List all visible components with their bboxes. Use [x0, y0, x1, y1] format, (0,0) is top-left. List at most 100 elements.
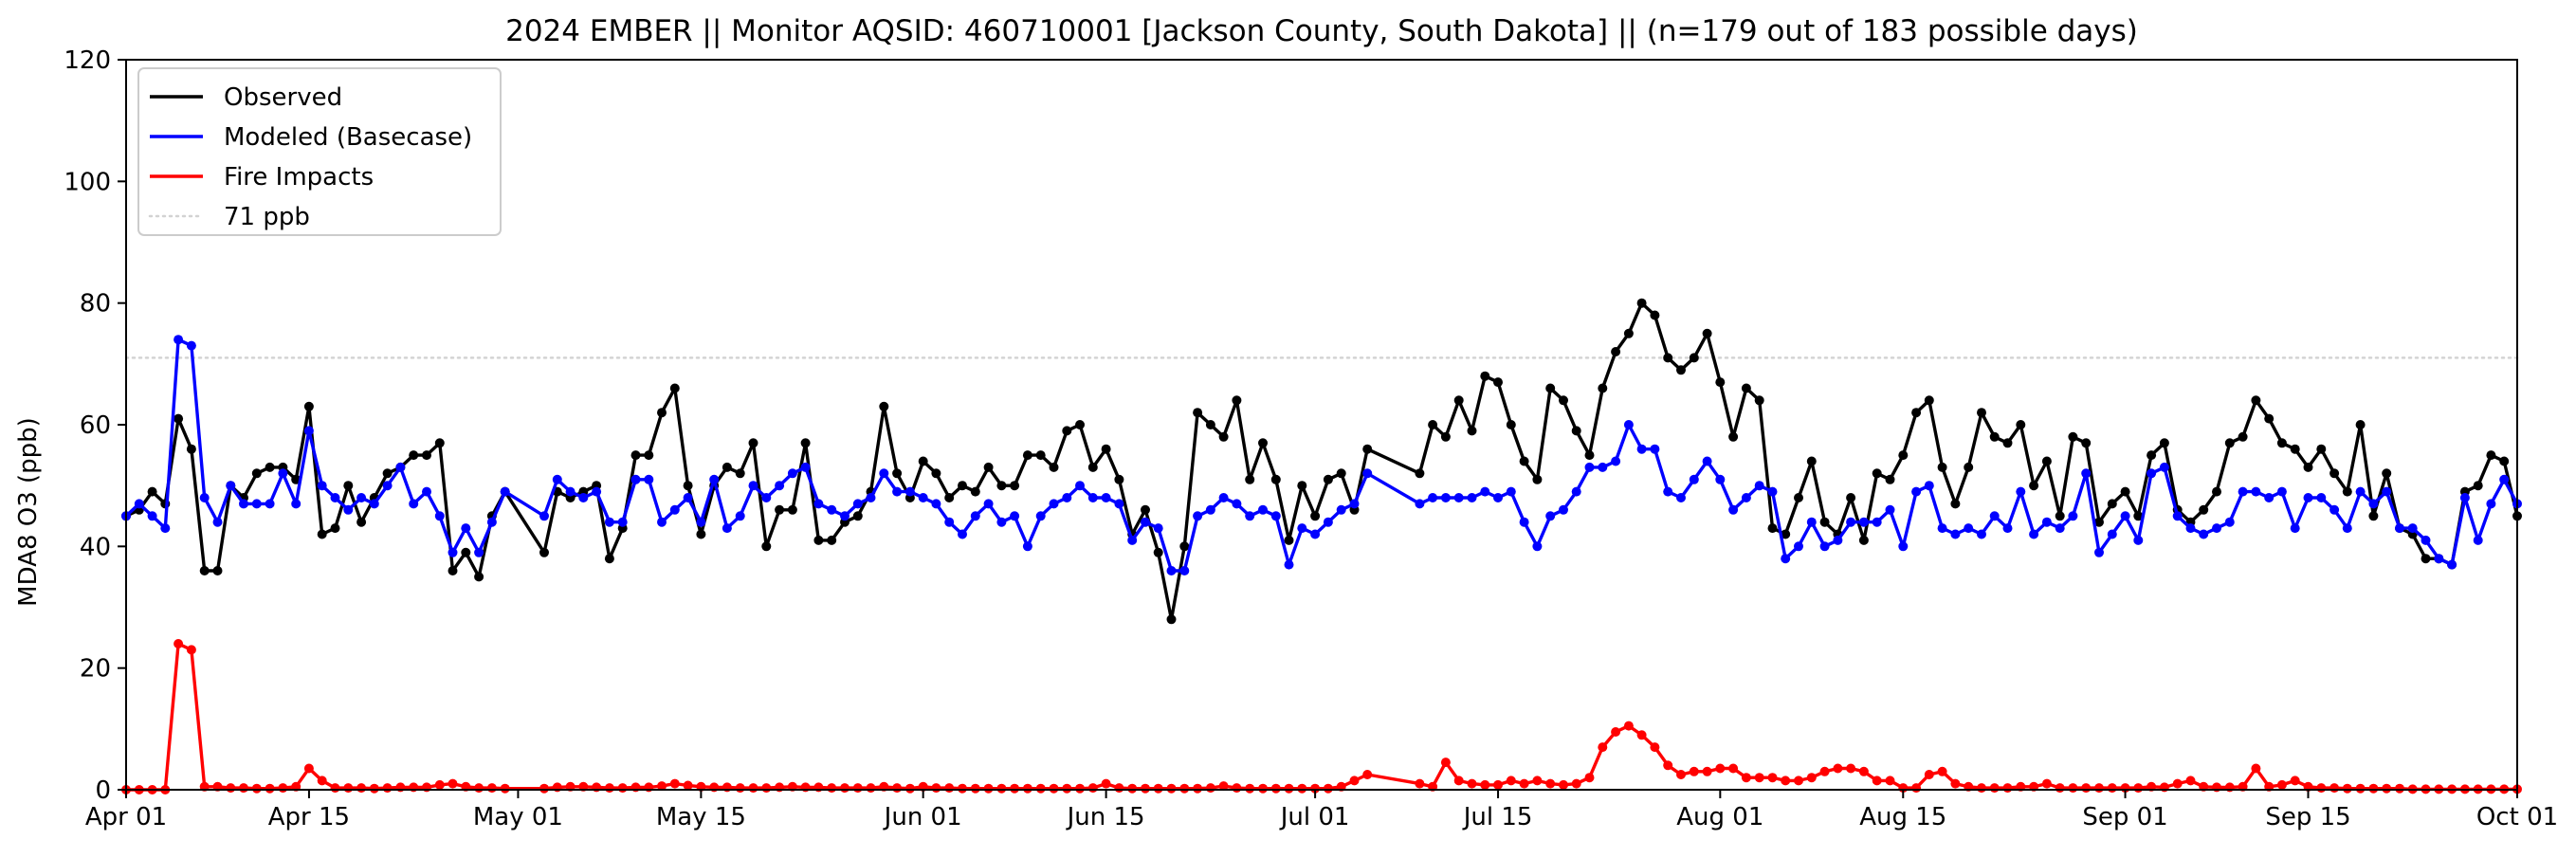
data-point-fire-impacts: [2316, 783, 2327, 794]
data-point-observed: [1650, 310, 1660, 320]
data-point-modeled-basecase: [958, 529, 967, 539]
data-point-modeled-basecase: [212, 517, 223, 527]
data-point-modeled-basecase: [1676, 493, 1686, 502]
data-point-fire-impacts: [278, 783, 288, 794]
data-point-modeled-basecase: [226, 481, 236, 491]
data-point-fire-impacts: [2251, 763, 2261, 774]
data-point-modeled-basecase: [317, 481, 327, 491]
data-point-modeled-basecase: [1806, 517, 1817, 527]
data-point-observed: [761, 541, 772, 552]
data-point-modeled-basecase: [787, 468, 797, 479]
data-point-fire-impacts: [1819, 766, 1830, 776]
data-point-modeled-basecase: [827, 504, 837, 515]
data-point-modeled-basecase: [1453, 493, 1464, 502]
data-point-observed: [1179, 541, 1190, 552]
data-point-modeled-basecase: [1428, 493, 1438, 502]
legend-label-modeled-basecase: Modeled (Basecase): [224, 123, 472, 152]
legend-label-71-ppb: 71 ppb: [224, 203, 310, 231]
legend-label-fire-impacts: Fire Impacts: [224, 163, 374, 192]
data-point-observed: [983, 462, 994, 472]
data-point-observed: [199, 566, 210, 575]
data-point-fire-impacts: [748, 783, 758, 794]
data-point-modeled-basecase: [2368, 499, 2379, 509]
data-point-observed: [1087, 462, 1098, 472]
data-point-modeled-basecase: [2303, 493, 2313, 502]
data-point-fire-impacts: [1467, 778, 1477, 789]
data-point-modeled-basecase: [2473, 535, 2483, 545]
data-point-modeled-basecase: [1571, 486, 1581, 497]
data-point-modeled-basecase: [1846, 517, 1856, 527]
data-point-observed: [1336, 468, 1346, 479]
data-point-observed: [186, 444, 196, 454]
data-point-observed: [1166, 614, 1177, 625]
data-point-fire-impacts: [1977, 783, 1986, 794]
data-point-fire-impacts: [1767, 773, 1778, 783]
data-point-modeled-basecase: [2159, 462, 2169, 472]
data-point-modeled-basecase: [356, 493, 367, 502]
data-point-observed: [2276, 438, 2287, 448]
data-point-observed: [800, 438, 811, 448]
data-point-modeled-basecase: [1663, 486, 1673, 497]
data-point-fire-impacts: [1650, 742, 1660, 753]
data-point-fire-impacts: [265, 783, 275, 794]
data-point-observed: [2029, 481, 2039, 491]
data-point-observed: [892, 468, 903, 479]
data-point-modeled-basecase: [931, 499, 941, 509]
data-point-fire-impacts: [1833, 763, 1843, 774]
legend-label-observed: Observed: [224, 83, 342, 112]
data-point-observed: [1035, 450, 1046, 461]
data-point-fire-impacts: [1349, 776, 1360, 786]
y-tick-label: 100: [64, 168, 111, 196]
data-point-modeled-basecase: [1480, 486, 1490, 497]
data-point-fire-impacts: [2368, 783, 2379, 794]
data-point-modeled-basecase: [1989, 511, 2000, 521]
data-point-observed: [813, 535, 824, 545]
data-point-observed: [2107, 499, 2117, 509]
data-point-observed: [1075, 420, 1085, 429]
data-point-observed: [1636, 298, 1647, 308]
data-point-observed: [1323, 474, 1333, 484]
data-point-modeled-basecase: [134, 499, 144, 509]
data-point-observed: [1545, 383, 1556, 393]
data-point-observed: [1924, 395, 1934, 406]
data-point-modeled-basecase: [2185, 523, 2196, 534]
data-point-modeled-basecase: [775, 481, 785, 491]
data-point-modeled-basecase: [2264, 493, 2275, 502]
data-point-fire-impacts: [1950, 778, 1961, 789]
data-point-modeled-basecase: [2055, 523, 2065, 534]
data-point-fire-impacts: [1493, 779, 1503, 790]
data-point-modeled-basecase: [1205, 504, 1215, 515]
data-point-observed: [265, 462, 275, 472]
data-point-observed: [2081, 438, 2092, 448]
data-point-fire-impacts: [892, 783, 903, 794]
data-point-fire-impacts: [303, 763, 314, 774]
data-point-modeled-basecase: [2407, 523, 2418, 534]
data-point-observed: [1362, 444, 1373, 454]
x-tick-label: Aug 15: [1859, 803, 1946, 831]
data-point-modeled-basecase: [147, 511, 157, 521]
data-point-modeled-basecase: [1924, 481, 1934, 491]
data-point-modeled-basecase: [1794, 541, 1803, 552]
data-point-modeled-basecase: [552, 474, 562, 484]
data-point-fire-impacts: [1598, 742, 1608, 753]
data-point-fire-impacts: [1114, 783, 1124, 794]
data-point-observed: [604, 554, 614, 564]
data-point-fire-impacts: [1245, 783, 1255, 794]
data-point-observed: [2238, 431, 2248, 442]
data-point-fire-impacts: [958, 783, 967, 794]
data-point-observed: [2159, 438, 2169, 448]
data-point-fire-impacts: [539, 783, 549, 794]
data-point-modeled-basecase: [2459, 493, 2470, 502]
data-point-observed: [1819, 517, 1830, 527]
data-point-observed: [2199, 504, 2209, 515]
axes-layer: 0 20 40 60 80 100 120 Apr 01 Apr 15 May 01 May 15 J…: [64, 46, 2558, 831]
data-point-modeled-basecase: [735, 511, 745, 521]
data-point-fire-impacts: [1584, 773, 1595, 783]
data-point-observed: [1911, 408, 1922, 418]
data-point-modeled-basecase: [983, 499, 994, 509]
data-point-fire-impacts: [1480, 779, 1490, 790]
data-point-modeled-basecase: [1284, 559, 1294, 570]
data-point-observed: [1258, 438, 1268, 448]
y-tick-label: 80: [80, 290, 111, 319]
data-point-observed: [317, 529, 327, 539]
